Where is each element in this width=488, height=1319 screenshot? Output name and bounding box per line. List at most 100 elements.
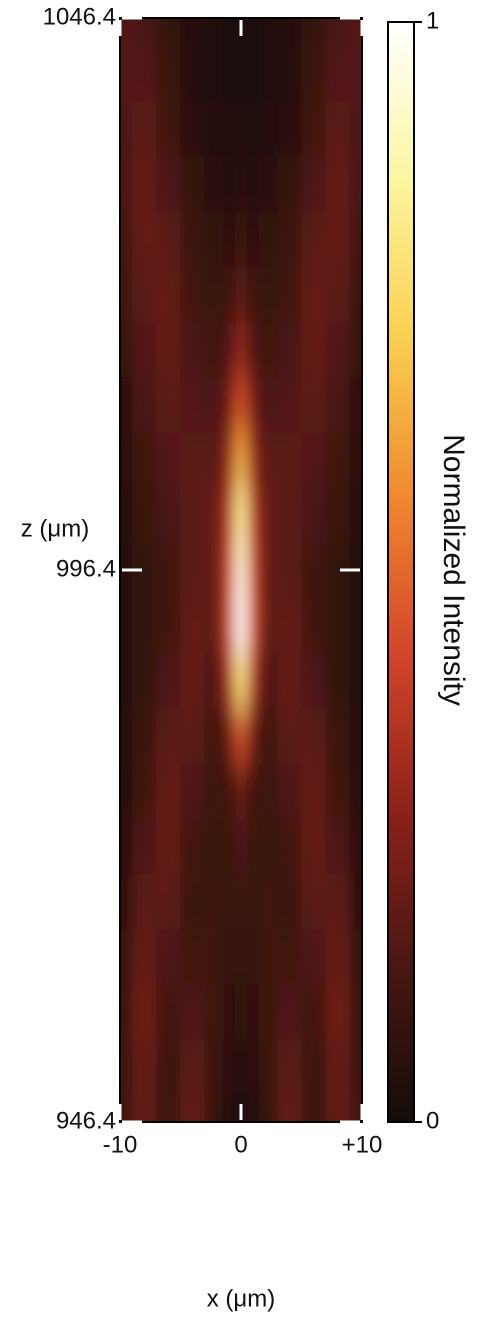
colorbar-label: Normalized Intensity: [437, 434, 470, 706]
heatmap-cell: [156, 321, 181, 378]
x-axis-label: x (μm): [207, 1285, 275, 1312]
heatmap-cell: [259, 18, 278, 47]
heatmap-cell: [132, 928, 157, 985]
heatmap-cell: [132, 432, 157, 488]
heatmap-cell: [156, 1094, 181, 1122]
heatmap-cell: [247, 597, 260, 654]
heatmap-cell: [120, 818, 133, 875]
heatmap-cell: [156, 873, 181, 930]
heatmap-cell: [277, 597, 302, 654]
heatmap-cell: [301, 928, 327, 985]
heatmap-cell: [301, 266, 327, 323]
heatmap-cell: [180, 211, 206, 267]
heatmap-cell: [204, 321, 224, 378]
heatmap-cell: [156, 376, 181, 433]
colorbar: [387, 21, 415, 1123]
heatmap-cell: [259, 487, 278, 543]
heatmap-cell: [156, 45, 181, 102]
heatmap-cell: [349, 321, 362, 378]
heatmap-cell: [259, 321, 278, 378]
heatmap-cell: [156, 100, 181, 157]
heatmap-cell: [156, 432, 181, 488]
heatmap-cell: [120, 652, 133, 709]
heatmap-cell: [234, 542, 248, 599]
heatmap-cell: [204, 266, 224, 323]
heatmap-cell: [156, 708, 181, 764]
heatmap-cell: [222, 432, 236, 488]
heatmap-cell: [234, 873, 248, 930]
heatmap-cell: [247, 321, 260, 378]
heatmap-cell: [222, 1039, 236, 1095]
heatmap-cell: [120, 266, 133, 323]
heatmap-cell: [120, 156, 133, 212]
heatmap-cell: [222, 321, 236, 378]
heatmap-cell: [234, 376, 248, 433]
heatmap-cell: [132, 18, 157, 47]
heatmap-cell: [301, 652, 327, 709]
heatmap-cell: [222, 45, 236, 102]
heatmap-cell: [247, 984, 260, 1040]
heatmap-cell: [156, 928, 181, 985]
heatmap-cell: [301, 487, 327, 543]
heatmap-cell: [234, 211, 248, 267]
heatmap-cell: [204, 763, 224, 819]
heatmap-cell: [120, 45, 133, 102]
heatmap-cell: [222, 873, 236, 930]
heatmap-cell: [259, 597, 278, 654]
heatmap-cell: [247, 542, 260, 599]
heatmap-cell: [180, 1039, 206, 1095]
heatmap-cell: [301, 100, 327, 157]
heatmap: [120, 18, 362, 1122]
heatmap-cell: [120, 763, 133, 819]
heatmap-cell: [204, 818, 224, 875]
heatmap-cell: [301, 45, 327, 102]
heatmap-cell: [277, 211, 302, 267]
heatmap-cell: [132, 376, 157, 433]
heatmap-cell: [180, 45, 206, 102]
heatmap-cell: [180, 100, 206, 157]
heatmap-cell: [132, 100, 157, 157]
heatmap-cell: [204, 487, 224, 543]
heatmap-cell: [247, 211, 260, 267]
heatmap-cell: [325, 708, 351, 764]
heatmap-cell: [301, 763, 327, 819]
heatmap-cell: [132, 763, 157, 819]
heatmap-cell: [222, 763, 236, 819]
heatmap-cell: [277, 18, 302, 47]
heatmap-cell: [277, 487, 302, 543]
heatmap-cell: [204, 156, 224, 212]
heatmap-cell: [132, 487, 157, 543]
heatmap-cell: [132, 45, 157, 102]
colorbar-tick-label: 0: [426, 1107, 439, 1134]
heatmap-cell: [277, 266, 302, 323]
heatmap-cell: [259, 708, 278, 764]
heatmap-cell: [277, 984, 302, 1040]
heatmap-cell: [301, 1094, 327, 1122]
heatmap-cell: [204, 100, 224, 157]
heatmap-cell: [277, 45, 302, 102]
heatmap-cell: [204, 18, 224, 47]
heatmap-cell: [120, 597, 133, 654]
heatmap-cell: [234, 100, 248, 157]
heatmap-cell: [132, 818, 157, 875]
heatmap-cell: [204, 542, 224, 599]
heatmap-cell: [234, 156, 248, 212]
heatmap-cell: [222, 984, 236, 1040]
heatmap-cell: [259, 432, 278, 488]
heatmap-cell: [132, 1094, 157, 1122]
heatmap-cell: [156, 818, 181, 875]
heatmap-cell: [222, 376, 236, 433]
heatmap-cell: [325, 432, 351, 488]
heatmap-cell: [301, 156, 327, 212]
heatmap-cell: [301, 818, 327, 875]
heatmap-cell: [259, 156, 278, 212]
heatmap-cell: [222, 818, 236, 875]
heatmap-cell: [132, 266, 157, 323]
heatmap-cell: [180, 597, 206, 654]
heatmap-cell: [156, 266, 181, 323]
heatmap-cell: [222, 18, 236, 47]
heatmap-cell: [180, 763, 206, 819]
y-axis-label: z (μm): [21, 515, 89, 542]
colorbar-tick-label: 1: [426, 7, 439, 34]
